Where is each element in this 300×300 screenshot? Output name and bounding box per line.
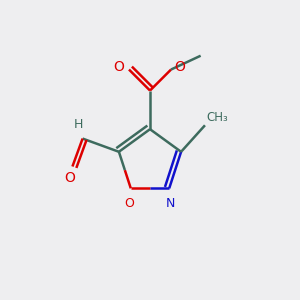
Text: O: O xyxy=(124,197,134,210)
Text: N: N xyxy=(166,197,175,210)
Text: H: H xyxy=(74,118,83,131)
Text: O: O xyxy=(64,171,75,185)
Text: O: O xyxy=(114,60,124,74)
Text: CH₃: CH₃ xyxy=(206,111,228,124)
Text: O: O xyxy=(175,60,185,74)
